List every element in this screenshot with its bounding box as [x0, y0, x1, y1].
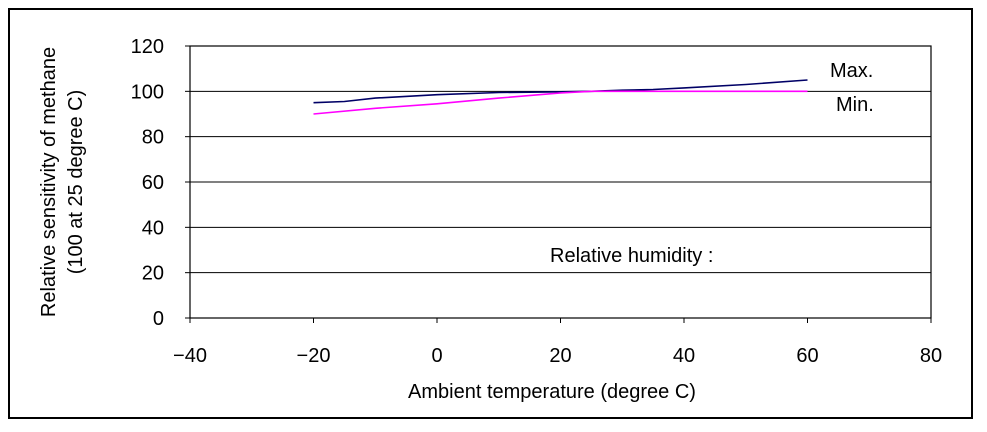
- x-tick-label: 80: [920, 345, 942, 367]
- y-axis-title-line2: (100 at 25 degree C): [65, 90, 87, 275]
- series-label-max: Max.: [830, 60, 873, 82]
- series-label-min: Min.: [836, 94, 874, 116]
- y-tick-label: 40: [142, 217, 164, 239]
- tick-layer: 0 20 40 60 80 100 120 −40 −20 0 20 40 60 80: [131, 36, 943, 367]
- y-tick-label: 0: [153, 308, 164, 330]
- x-axis-title: Ambient temperature (degree C): [408, 381, 696, 403]
- y-tick-label: 60: [142, 172, 164, 194]
- y-axis-title: Relative sensitivity of methane: [38, 47, 60, 317]
- series-line-min: [313, 90, 808, 115]
- y-tick-label: 80: [142, 127, 164, 149]
- x-tick-label: 40: [673, 345, 695, 367]
- x-tick-label: −20: [297, 345, 331, 367]
- chart-frame: 0 20 40 60 80 100 120 −40 −20 0 20 40 60 80 Ambient t…: [8, 8, 973, 419]
- relative-humidity-annotation: Relative humidity :: [550, 245, 713, 267]
- chart-svg: 0 20 40 60 80 100 120 −40 −20 0 20 40 60 80 Ambient t…: [38, 36, 943, 403]
- y-tick-label: 120: [131, 36, 164, 58]
- x-tick-label: −40: [173, 345, 207, 367]
- x-tick-label: 60: [796, 345, 818, 367]
- x-tick-label: 0: [431, 345, 442, 367]
- y-tick-label: 100: [131, 81, 164, 103]
- x-tick-label: 20: [549, 345, 571, 367]
- series-layer: [313, 79, 808, 115]
- y-tick-label: 20: [142, 263, 164, 285]
